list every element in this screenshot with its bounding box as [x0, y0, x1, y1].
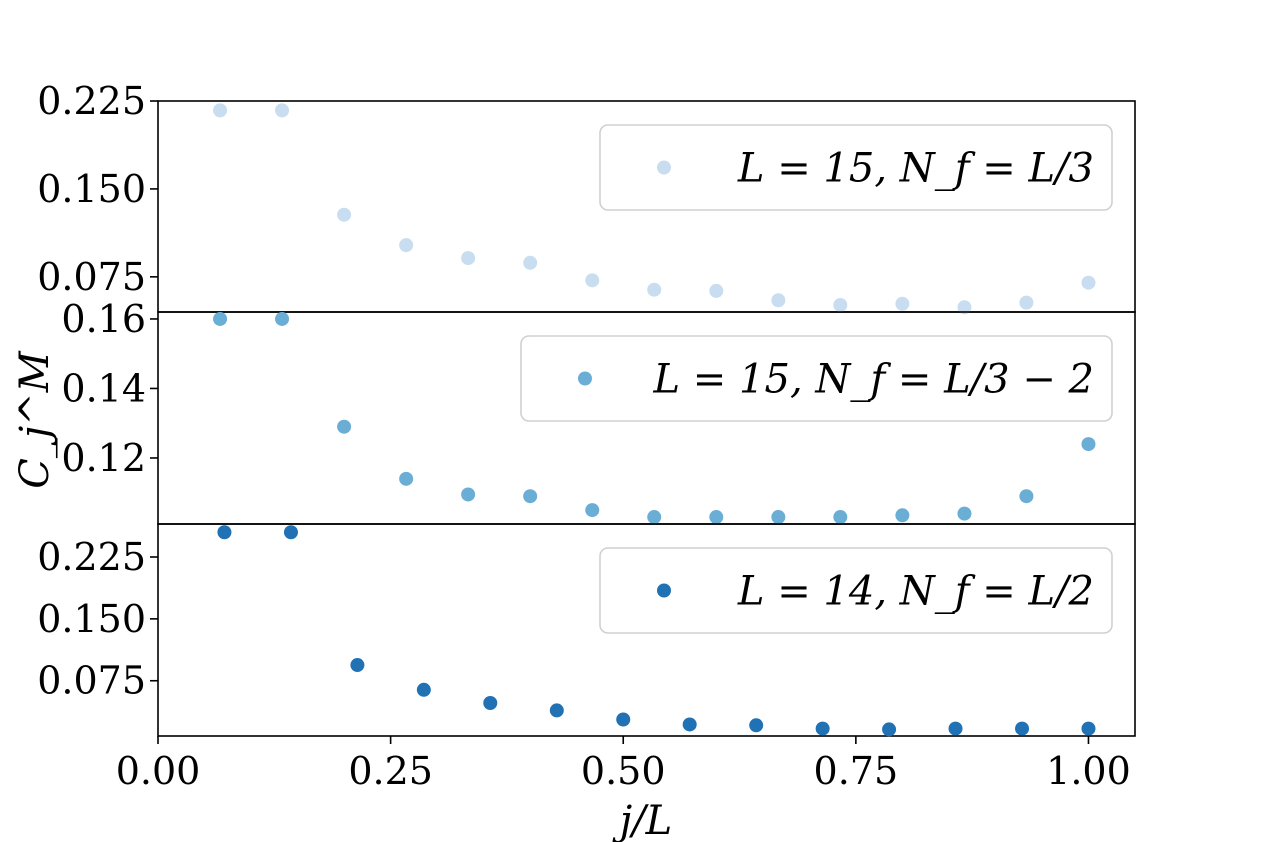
- data-point: [815, 721, 830, 736]
- data-point: [709, 510, 724, 525]
- data-point: [275, 103, 290, 118]
- data-point: [895, 296, 910, 311]
- panel-1: 0.075 0.150 0.225 L = 15, N_f = L/3: [37, 79, 1136, 315]
- data-point: [213, 311, 228, 326]
- data-point: [771, 293, 786, 308]
- data-point: [523, 255, 538, 270]
- y-axis-label: C_j^M: [12, 350, 58, 489]
- data-point: [585, 273, 600, 288]
- data-point: [749, 718, 764, 733]
- y-tick-label: 0.16: [61, 297, 146, 341]
- y-tick-label: 0.225: [37, 535, 146, 579]
- x-tick-label: 0.25: [348, 749, 433, 793]
- data-point: [461, 487, 476, 502]
- y-tick-label: 0.12: [61, 436, 146, 480]
- data-point: [1081, 437, 1096, 452]
- legend-label: L = 14, N_f = L/2: [737, 569, 1094, 615]
- data-point: [399, 238, 414, 253]
- x-axis: 0.00 0.25 0.50 0.75 1.00: [116, 736, 1131, 793]
- x-tick-label: 1.00: [1046, 749, 1131, 793]
- legend-label: L = 15, N_f = L/3: [737, 146, 1094, 192]
- panel-2: 0.12 0.14 0.16 L = 15, N_f = L/3 − 2: [61, 297, 1136, 525]
- data-point: [1015, 721, 1030, 736]
- x-axis-label: j/L: [612, 798, 672, 842]
- legend-label: L = 15, N_f = L/3 − 2: [653, 357, 1094, 403]
- y-tick-label: 0.150: [37, 167, 146, 211]
- legend-marker: [657, 583, 671, 598]
- data-point: [217, 525, 232, 540]
- data-point: [399, 471, 414, 486]
- y-tick-label: 0.225: [37, 79, 146, 123]
- legend-marker: [657, 160, 671, 175]
- data-point: [771, 510, 786, 525]
- y-tick-label: 0.075: [37, 659, 146, 703]
- data-point: [337, 419, 352, 434]
- data-point: [647, 510, 662, 525]
- legend-marker: [578, 371, 592, 386]
- data-point: [895, 508, 910, 523]
- data-point: [416, 682, 431, 697]
- data-point: [833, 297, 848, 312]
- data-point: [957, 506, 972, 521]
- panel-frame: [157, 523, 1136, 737]
- data-point: [1019, 295, 1034, 310]
- data-point: [483, 696, 498, 711]
- data-point: [833, 510, 848, 525]
- data-point: [275, 311, 290, 326]
- data-point: [523, 489, 538, 504]
- data-point: [337, 207, 352, 222]
- data-point: [616, 712, 631, 727]
- data-point: [682, 717, 697, 732]
- data-point: [283, 525, 298, 540]
- y-tick-label: 0.150: [37, 597, 146, 641]
- data-point: [585, 503, 600, 518]
- x-tick-label: 0.50: [581, 749, 666, 793]
- legend: L = 15, N_f = L/3 − 2: [520, 335, 1113, 422]
- data-point: [1019, 489, 1034, 504]
- data-point: [709, 283, 724, 298]
- data-point: [213, 103, 228, 118]
- panel-3: 0.075 0.150 0.225 L = 14, N_f = L/2: [37, 523, 1136, 737]
- x-tick-label: 0.75: [814, 749, 899, 793]
- data-point: [957, 300, 972, 315]
- data-point: [1081, 721, 1096, 736]
- data-point: [549, 703, 564, 718]
- data-point: [948, 721, 963, 736]
- data-point: [461, 251, 476, 266]
- legend: L = 14, N_f = L/2: [599, 547, 1113, 634]
- data-point: [882, 722, 897, 737]
- x-tick-label: 0.00: [116, 749, 201, 793]
- data-point: [647, 282, 662, 297]
- y-tick-label: 0.14: [61, 366, 146, 410]
- legend: L = 15, N_f = L/3: [599, 124, 1113, 211]
- data-point: [350, 658, 365, 673]
- y-tick-label: 0.075: [37, 255, 146, 299]
- data-point: [1081, 275, 1096, 290]
